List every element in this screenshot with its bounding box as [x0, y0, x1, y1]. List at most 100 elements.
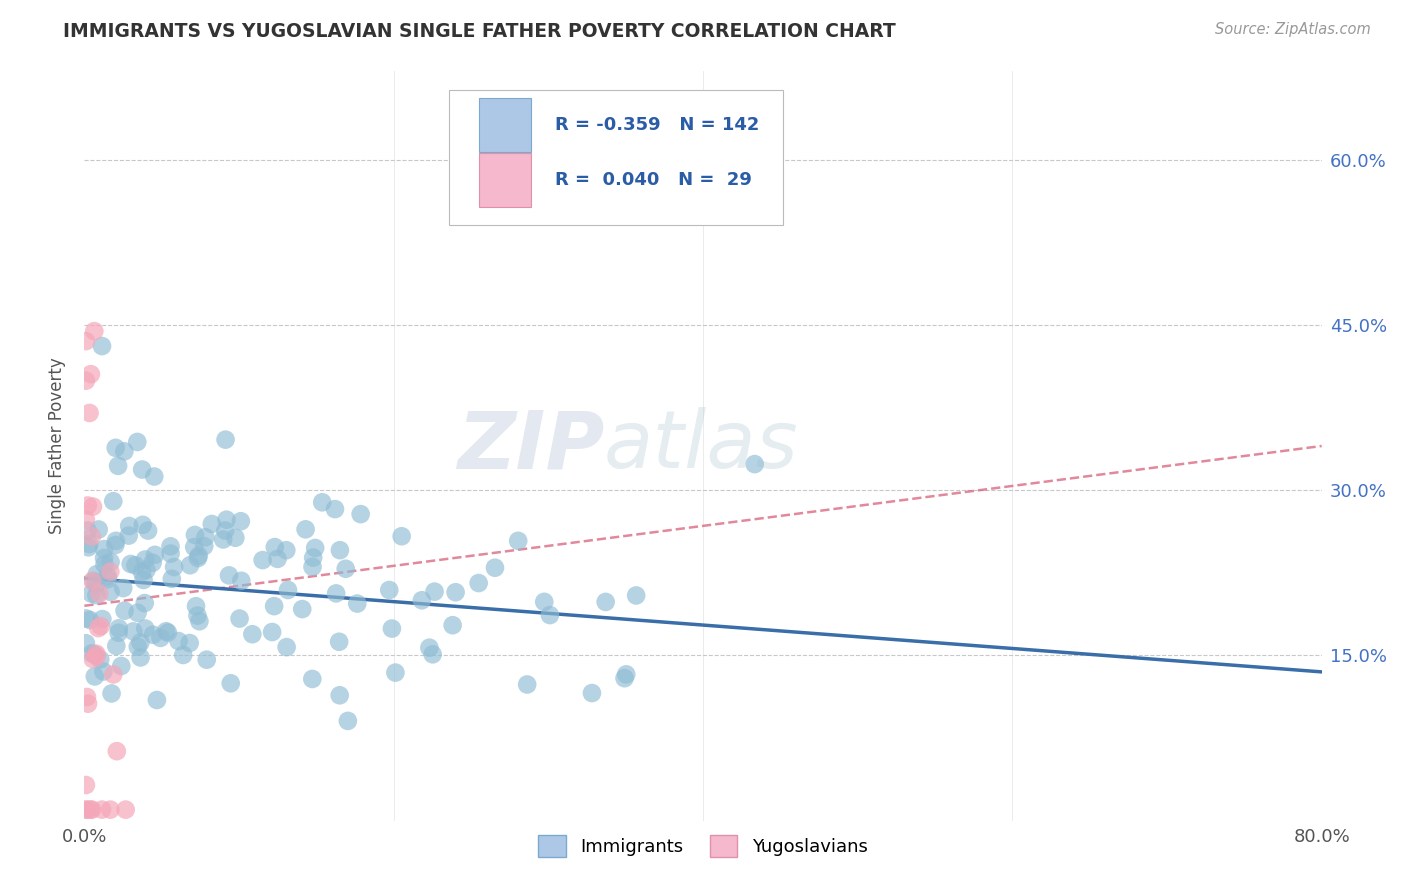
- Point: [277, 582, 299, 597]
- Point: [262, 625, 284, 640]
- Point: [124, 558, 146, 573]
- Point: [77, 541, 100, 555]
- Point: [195, 653, 218, 667]
- Point: [418, 640, 440, 655]
- Point: [100, 803, 122, 817]
- Point: [240, 627, 263, 641]
- Point: [82, 574, 104, 588]
- Text: R =  0.040   N =  29: R = 0.040 N = 29: [554, 170, 751, 189]
- Point: [179, 636, 201, 650]
- Point: [142, 628, 165, 642]
- Point: [76, 690, 98, 704]
- Point: [228, 611, 250, 625]
- Point: [224, 531, 246, 545]
- Point: [624, 589, 647, 603]
- Point: [83, 574, 105, 588]
- Point: [75, 374, 97, 388]
- Point: [311, 495, 333, 509]
- Point: [86, 647, 108, 661]
- Point: [172, 648, 194, 662]
- Point: [508, 533, 530, 548]
- Point: [91, 612, 114, 626]
- Point: [391, 529, 413, 543]
- Point: [194, 530, 217, 544]
- Point: [122, 624, 145, 639]
- Point: [90, 619, 112, 633]
- Point: [93, 551, 115, 566]
- Point: [100, 585, 122, 599]
- Point: [186, 608, 208, 623]
- Point: [266, 552, 288, 566]
- Point: [83, 669, 105, 683]
- Point: [188, 614, 211, 628]
- Point: [422, 648, 444, 662]
- Point: [328, 634, 350, 648]
- Point: [97, 569, 120, 583]
- Point: [212, 533, 235, 547]
- Text: R = -0.359   N = 142: R = -0.359 N = 142: [554, 116, 759, 134]
- Point: [118, 519, 141, 533]
- Point: [132, 573, 155, 587]
- Point: [155, 624, 177, 639]
- Point: [114, 803, 136, 817]
- Point: [134, 596, 156, 610]
- Point: [131, 565, 153, 579]
- Point: [350, 507, 373, 521]
- Point: [76, 803, 98, 817]
- Point: [215, 513, 238, 527]
- Point: [77, 697, 100, 711]
- Point: [214, 433, 236, 447]
- Point: [159, 539, 181, 553]
- Point: [79, 406, 101, 420]
- Point: [276, 543, 298, 558]
- Point: [100, 686, 122, 700]
- Point: [80, 367, 103, 381]
- Point: [159, 547, 181, 561]
- Point: [744, 457, 766, 471]
- Point: [384, 665, 406, 680]
- Point: [538, 608, 561, 623]
- Point: [108, 621, 131, 635]
- Point: [229, 514, 252, 528]
- Point: [80, 587, 103, 601]
- Point: [89, 652, 111, 666]
- Point: [127, 606, 149, 620]
- Point: [110, 659, 132, 673]
- Point: [118, 528, 141, 542]
- Point: [127, 640, 149, 654]
- Point: [423, 584, 446, 599]
- Text: IMMIGRANTS VS YUGOSLAVIAN SINGLE FATHER POVERTY CORRELATION CHART: IMMIGRANTS VS YUGOSLAVIAN SINGLE FATHER …: [63, 22, 896, 41]
- Point: [381, 622, 404, 636]
- Point: [444, 585, 467, 599]
- Point: [76, 499, 98, 513]
- Point: [84, 576, 107, 591]
- Point: [104, 533, 127, 548]
- Point: [83, 648, 105, 662]
- Point: [214, 524, 236, 538]
- Point: [252, 553, 274, 567]
- Point: [301, 672, 323, 686]
- Point: [219, 676, 242, 690]
- Point: [93, 542, 115, 557]
- Point: [80, 646, 103, 660]
- Point: [163, 560, 186, 574]
- Point: [143, 469, 166, 483]
- Point: [86, 567, 108, 582]
- Point: [276, 640, 298, 654]
- Point: [89, 586, 111, 600]
- Point: [129, 635, 152, 649]
- Point: [104, 538, 127, 552]
- Y-axis label: Single Father Poverty: Single Father Poverty: [48, 358, 66, 534]
- Point: [132, 517, 155, 532]
- Point: [79, 613, 101, 627]
- Point: [184, 528, 207, 542]
- Point: [467, 576, 489, 591]
- Point: [291, 602, 314, 616]
- Point: [325, 586, 347, 600]
- Point: [613, 671, 636, 685]
- Point: [156, 625, 179, 640]
- Point: [103, 667, 125, 681]
- Point: [112, 581, 135, 595]
- Point: [201, 516, 224, 531]
- Point: [301, 559, 323, 574]
